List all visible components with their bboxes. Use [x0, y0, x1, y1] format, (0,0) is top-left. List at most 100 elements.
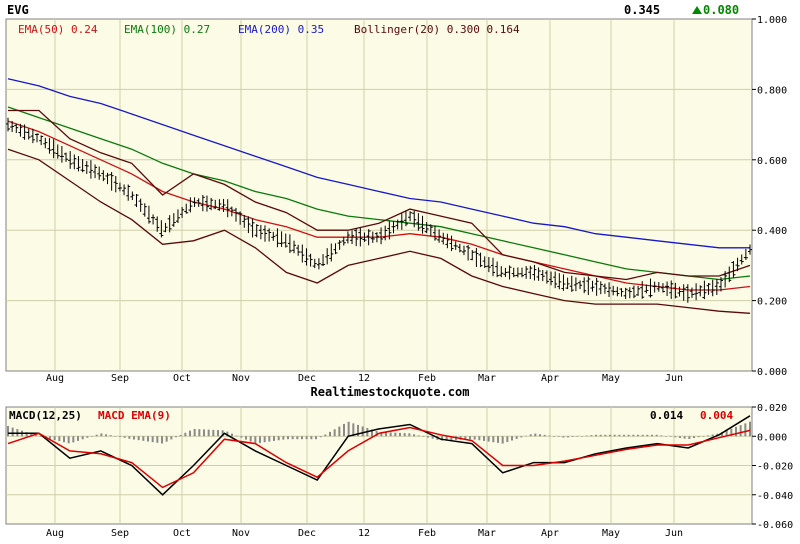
price-bar	[511, 267, 516, 278]
price-bar	[113, 175, 118, 193]
legend-entry: EMA(200) 0.35	[238, 23, 324, 36]
price-bar	[403, 211, 408, 227]
macd-hist-bar	[571, 436, 574, 437]
price-bar	[718, 277, 723, 292]
price-bar	[134, 193, 139, 208]
price-bar	[18, 123, 23, 137]
price-bar	[449, 235, 454, 252]
macd-hist-bar	[441, 436, 443, 441]
macd-hist-bar	[450, 436, 453, 441]
macd-hist-bar	[627, 434, 630, 437]
main-x-label: 12	[358, 373, 370, 384]
price-bar	[623, 287, 628, 299]
price-bar	[540, 269, 545, 282]
main-panel-bg	[5, 18, 753, 372]
price-bar	[445, 233, 450, 249]
macd-hist-bar	[301, 436, 303, 440]
macd-hist-bar	[735, 426, 737, 437]
main-grid	[6, 19, 752, 371]
macd-y-label: -0.060	[757, 520, 793, 531]
price-bar	[532, 264, 537, 281]
macd-hist-bar	[534, 433, 537, 437]
macd-hist-bar	[319, 436, 322, 438]
macd-hist-bar	[315, 436, 317, 440]
macd-y-label: 0.000	[757, 432, 787, 443]
macd-hist-bar	[744, 423, 747, 437]
price-bar	[428, 224, 433, 237]
macd-hist-bar	[632, 434, 635, 437]
macd-x-label: Oct	[173, 528, 191, 539]
price-bars	[6, 117, 752, 303]
macd-hist-bar	[417, 435, 420, 437]
macd-x-label: Dec	[298, 528, 316, 539]
macd-y-label: -0.020	[757, 462, 793, 473]
macd-hist-bar	[58, 436, 61, 442]
macd-hist-bar	[81, 436, 84, 440]
main-y-label: 0.400	[757, 226, 787, 237]
price-bar	[470, 250, 475, 261]
price-bar	[246, 216, 251, 234]
macd-hist-bar	[137, 436, 140, 441]
macd-hist-bar	[721, 432, 723, 437]
legend-entry: EMA(50) 0.24	[18, 23, 98, 36]
macd-hist-bar	[291, 436, 294, 440]
macd-hist-bar	[133, 436, 135, 440]
macd-x-axis-labels: Aug Sep Oct Nov Dec 12 Feb Mar Apr May Jun	[46, 528, 683, 539]
price-bar	[453, 241, 458, 250]
macd-hist-bar	[123, 436, 126, 438]
macd-hist-bar	[375, 431, 378, 437]
price-bar	[474, 248, 479, 267]
macd-hist-bar	[30, 433, 33, 437]
macd-hist-bar	[193, 428, 196, 437]
price-bar	[520, 267, 525, 278]
macd-hist-bar	[67, 436, 70, 444]
macd-hist-bar	[259, 436, 261, 443]
macd-hist-bar	[669, 436, 672, 437]
price-bar	[594, 277, 599, 296]
macd-hist-bar	[665, 436, 667, 437]
price-bar	[217, 199, 222, 211]
macd-x-label: Apr	[541, 528, 559, 539]
price-bar	[524, 266, 529, 279]
price-bar	[204, 195, 209, 212]
macd-hist-bar	[567, 436, 569, 438]
series-line-bollinger-upper	[8, 109, 751, 281]
macd-hist-bar	[91, 436, 93, 437]
price-change: 0.080	[703, 3, 739, 17]
price-bar	[180, 206, 185, 218]
price-bar	[51, 139, 56, 159]
macd-hist-bar	[49, 436, 51, 439]
price-bar	[138, 198, 143, 212]
macd-hist-bar	[604, 434, 607, 437]
macd-hist-bar	[347, 421, 350, 437]
price-bar	[316, 258, 321, 270]
price-bar	[731, 261, 736, 278]
price-bar	[627, 287, 632, 299]
macd-hist-bar	[553, 436, 555, 437]
price-bar	[735, 257, 740, 272]
macd-value: 0.014	[650, 409, 683, 422]
price-bar	[126, 184, 131, 201]
price-bar	[354, 228, 359, 247]
macd-hist-bar	[422, 436, 425, 437]
macd-hist-bar	[590, 435, 593, 437]
macd-hist-bar	[725, 430, 728, 437]
price-bar	[312, 258, 317, 269]
price-bar	[233, 207, 238, 222]
macd-hist-bar	[618, 434, 621, 437]
macd-label: MACD(12,25)	[9, 409, 82, 422]
macd-signal-line	[7, 426, 751, 489]
price-bar	[200, 194, 205, 212]
macd-hist-bar	[273, 436, 275, 441]
watermark: Realtimestockquote.com	[311, 385, 470, 399]
macd-hist-bar	[501, 436, 504, 444]
macd-hist-bar	[95, 434, 98, 437]
main-x-label: Feb	[418, 373, 436, 384]
price-bar	[586, 276, 591, 296]
price-bar	[573, 277, 578, 292]
macd-hist-bar	[263, 436, 266, 443]
macd-hist-bar	[268, 436, 271, 442]
macd-hist-bar	[492, 436, 495, 443]
macd-x-label: Mar	[478, 528, 496, 539]
